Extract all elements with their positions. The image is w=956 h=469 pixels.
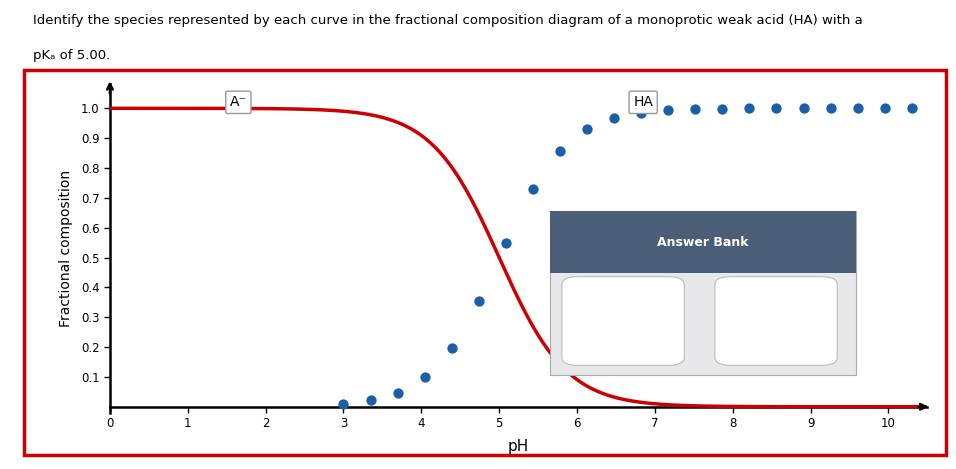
Y-axis label: Fractional composition: Fractional composition (58, 170, 73, 327)
Point (795, 105, 811, 112)
Text: HA: HA (633, 95, 653, 109)
Point (606, 114, 621, 121)
Point (336, 400, 351, 408)
Text: Identify the species represented by each curve in the fractional composition dia: Identify the species represented by each… (33, 14, 863, 27)
Point (715, 105, 730, 113)
FancyBboxPatch shape (550, 211, 856, 273)
Point (579, 125, 595, 133)
X-axis label: pH: pH (508, 439, 530, 454)
FancyBboxPatch shape (550, 211, 856, 375)
Point (471, 297, 487, 305)
Point (823, 105, 838, 112)
Point (687, 106, 703, 113)
Text: pKₐ of 5.00.: pKₐ of 5.00. (33, 49, 111, 62)
Point (850, 105, 865, 112)
Point (742, 105, 757, 112)
FancyBboxPatch shape (562, 277, 684, 365)
Point (904, 105, 920, 112)
Text: Answer Bank: Answer Bank (657, 236, 749, 249)
Point (661, 106, 676, 114)
Point (363, 396, 379, 404)
FancyBboxPatch shape (715, 277, 837, 365)
Point (417, 373, 432, 381)
Point (525, 185, 540, 192)
Point (553, 147, 568, 154)
Point (445, 344, 460, 352)
Point (769, 105, 784, 112)
Text: A⁻: A⁻ (230, 95, 247, 109)
Point (634, 109, 649, 116)
Point (877, 105, 892, 112)
Point (390, 389, 405, 396)
Point (498, 239, 513, 247)
